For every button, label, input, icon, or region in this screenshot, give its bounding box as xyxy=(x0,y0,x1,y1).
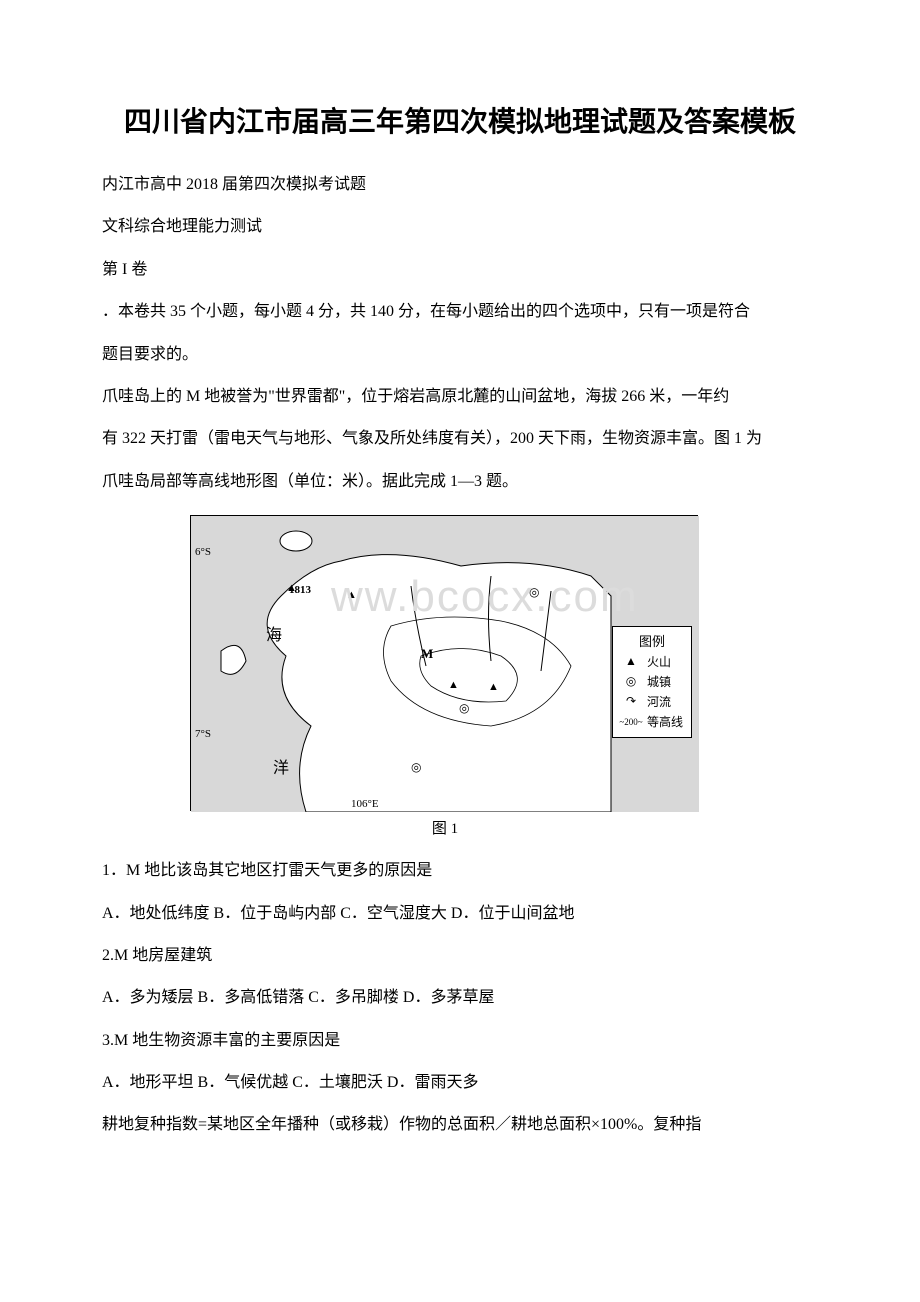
passage-2-line-1: 耕地复种指数=某地区全年播种（或移栽）作物的总面积／耕地总面积×100%。复种指 xyxy=(70,1110,850,1140)
passage-line-3: 爪哇岛局部等高线地形图（单位：米）。据此完成 1—3 题。 xyxy=(70,467,850,497)
elev-label-1: 1813 xyxy=(289,584,311,596)
ocean-label: 洋 xyxy=(273,754,289,778)
lon-label: 106°E xyxy=(351,798,379,810)
legend-item: ↷ 河流 xyxy=(617,693,687,710)
svg-text:◎: ◎ xyxy=(529,585,539,599)
question-2-options: A．多为矮层 B．多高低错落 C．多吊脚楼 D．多茅草屋 xyxy=(70,983,850,1013)
legend-label: 城镇 xyxy=(647,673,671,690)
instruction-line-1: ．本卷共 35 个小题，每小题 4 分，共 140 分，在每小题给出的四个选项中… xyxy=(70,297,850,327)
sea-label: 海 xyxy=(266,621,282,645)
legend-label: 河流 xyxy=(647,693,671,710)
contour-icon: ~200~ xyxy=(617,717,645,727)
subtitle-line-1: 内江市高中 2018 届第四次模拟考试题 xyxy=(70,170,850,200)
legend-label: 火山 xyxy=(647,653,671,670)
question-1: 1．M 地比该岛其它地区打雷天气更多的原因是 xyxy=(70,856,850,886)
passage-line-2: 有 322 天打雷（雷电天气与地形、气象及所处纬度有关），200 天下雨，生物资… xyxy=(70,424,850,454)
legend-label: 等高线 xyxy=(647,713,683,730)
legend-title: 图例 xyxy=(617,631,687,650)
question-3: 3.M 地生物资源丰富的主要原因是 xyxy=(70,1026,850,1056)
question-3-options: A．地形平坦 B．气候优越 C．土壤肥沃 D．雷雨天多 xyxy=(70,1068,850,1098)
svg-text:◎: ◎ xyxy=(459,701,469,715)
question-1-options: A．地处低纬度 B．位于岛屿内部 C．空气湿度大 D．位于山间盆地 xyxy=(70,899,850,929)
document-title: 四川省内江市届高三年第四次模拟地理试题及答案模板 xyxy=(70,100,850,140)
legend-item: ◎ 城镇 xyxy=(617,673,687,690)
map-image: ▲ ▲ ▲ ▲ ◎ ◎ ◎ ww.bcocx.com 海 洋 6°S 7°S 1… xyxy=(190,515,698,811)
instruction-line-2: 题目要求的。 xyxy=(70,340,850,370)
map-figure: ▲ ▲ ▲ ▲ ◎ ◎ ◎ ww.bcocx.com 海 洋 6°S 7°S 1… xyxy=(190,515,700,838)
town-icon: ◎ xyxy=(617,674,645,689)
subtitle-line-2: 文科综合地理能力测试 xyxy=(70,212,850,242)
river-icon: ↷ xyxy=(617,694,645,709)
svg-text:▲: ▲ xyxy=(346,589,357,601)
svg-text:◎: ◎ xyxy=(411,760,421,774)
section-header: 第 I 卷 xyxy=(70,255,850,285)
lat-bot-label: 7°S xyxy=(195,728,211,740)
volcano-icon: ▲ xyxy=(617,654,645,669)
question-2: 2.M 地房屋建筑 xyxy=(70,941,850,971)
svg-text:▲: ▲ xyxy=(448,679,459,691)
map-legend: 图例 ▲ 火山 ◎ 城镇 ↷ 河流 ~200~ 等高线 xyxy=(612,626,692,738)
lat-top-label: 6°S xyxy=(195,546,211,558)
passage-line-1: 爪哇岛上的 M 地被誉为"世界雷都"，位于熔岩高原北麓的山间盆地，海拔 266 … xyxy=(70,382,850,412)
m-label: M xyxy=(421,646,433,662)
map-caption: 图 1 xyxy=(190,817,700,838)
legend-item: ▲ 火山 xyxy=(617,653,687,670)
svg-text:▲: ▲ xyxy=(488,681,499,693)
legend-item: ~200~ 等高线 xyxy=(617,713,687,730)
